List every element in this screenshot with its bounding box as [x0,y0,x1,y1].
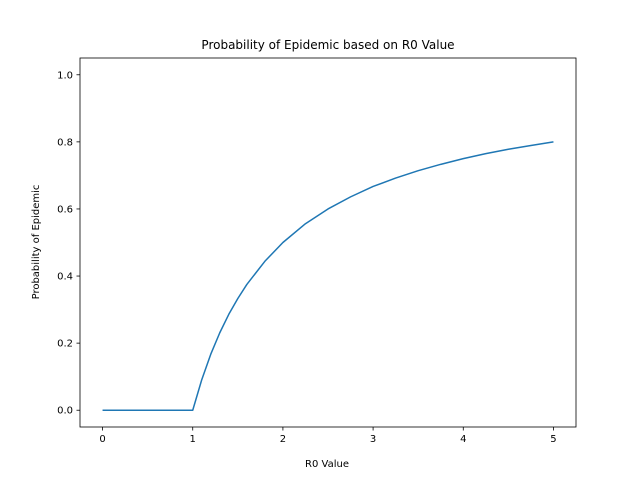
axes-frame [79,57,577,428]
y-tick-label: 0.0 [57,406,73,417]
x-tick-label: 4 [460,434,466,445]
plot-area: 0 1 2 3 4 5 0.0 0.2 0.4 0.6 0.8 1.0 [57,57,577,445]
y-tick-label: 0.8 [57,137,73,148]
x-tick-label: 3 [370,434,376,445]
x-tick-label: 2 [280,434,286,445]
series-line [102,141,554,411]
y-tick-label: 0.4 [57,272,73,283]
chart-title: Probability of Epidemic based on R0 Valu… [201,38,454,52]
y-tick-label: 0.2 [57,339,73,350]
x-tick-label: 5 [550,434,556,445]
y-tick-label: 0.6 [57,204,73,215]
x-axis-title: R0 Value [305,459,349,470]
x-tick-label: 0 [99,434,105,445]
y-axis-title: Probability of Epidemic [31,185,42,300]
x-tick-label: 1 [190,434,196,445]
y-tick-label: 1.0 [57,70,73,81]
